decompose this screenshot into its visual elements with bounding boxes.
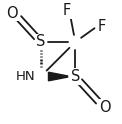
Text: S: S <box>36 34 45 49</box>
Polygon shape <box>48 72 68 81</box>
Text: F: F <box>63 3 71 18</box>
Text: O: O <box>6 6 18 21</box>
Text: F: F <box>97 19 106 34</box>
Text: HN: HN <box>15 70 35 83</box>
Text: S: S <box>71 69 80 84</box>
Text: O: O <box>99 100 111 115</box>
